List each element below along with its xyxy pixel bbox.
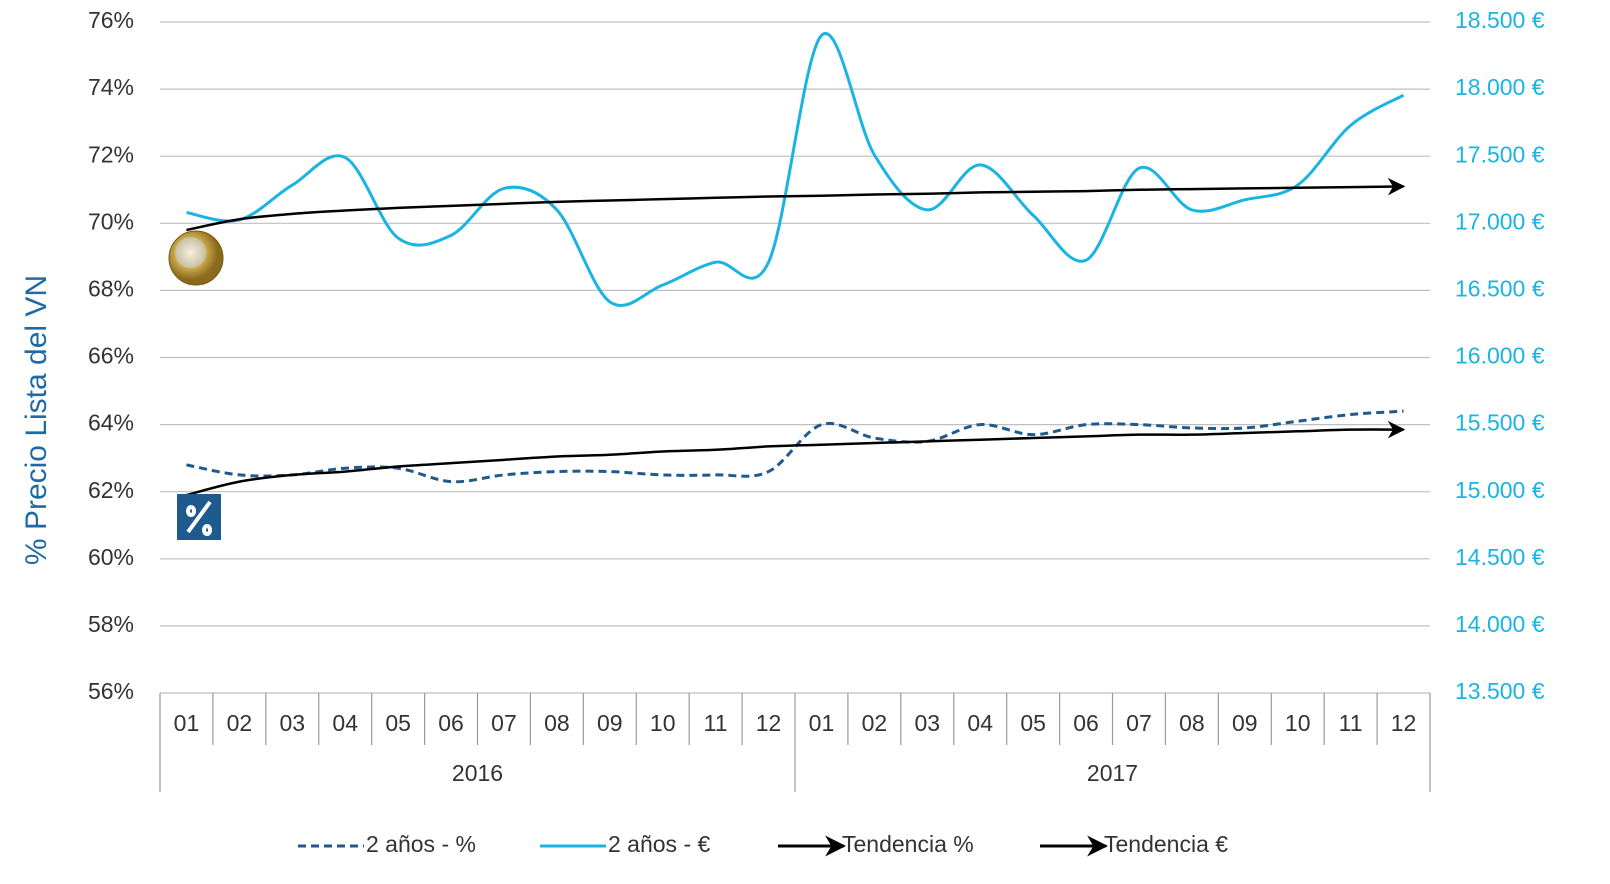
- year-label: 2016: [452, 760, 503, 786]
- y-tick-label: 68%: [88, 275, 134, 301]
- coin-icon: [169, 231, 223, 285]
- x-tick-label: 09: [597, 710, 623, 736]
- y-tick-label: 74%: [88, 74, 134, 100]
- y-tick-label: 58%: [88, 611, 134, 637]
- y2-tick-label: 17.500 €: [1455, 141, 1545, 167]
- x-tick-label: 01: [809, 710, 835, 736]
- y2-tick-label: 16.500 €: [1455, 275, 1545, 301]
- plot: 56% 58% 60% 62% 64% 66% 68% 70% 72% 74% 76% 13.500 …: [88, 7, 1545, 857]
- x-tick-label: 04: [967, 710, 993, 736]
- legend-label: Tendencia %: [842, 831, 974, 857]
- x-tick-label: 07: [491, 710, 517, 736]
- x-tick-label: 06: [438, 710, 464, 736]
- y-tick-label: 64%: [88, 410, 134, 436]
- y-tick-label: 76%: [88, 7, 134, 33]
- y2-tick-label: 17.000 €: [1455, 208, 1545, 234]
- y2-tick-label: 14.000 €: [1455, 611, 1545, 637]
- x-tick-label: 12: [756, 710, 782, 736]
- chart: % Precio Lista del VN 56% 58% 60% 62% 64% 66%…: [0, 0, 1610, 884]
- x-tick-label: 05: [1020, 710, 1046, 736]
- y2-tick-label: 13.500 €: [1455, 678, 1545, 704]
- x-tick-label: 02: [227, 710, 253, 736]
- year-label: 2017: [1087, 760, 1138, 786]
- x-tick-label: 05: [385, 710, 411, 736]
- legend-label: 2 años - %: [366, 831, 476, 857]
- y-tick-label: 62%: [88, 477, 134, 503]
- x-tick-label: 08: [544, 710, 570, 736]
- series-line: [186, 33, 1403, 305]
- x-tick-label: 10: [650, 710, 676, 736]
- y-tick-label: 72%: [88, 141, 134, 167]
- y2-tick-label: 18.500 €: [1455, 7, 1545, 33]
- x-tick-label: 06: [1073, 710, 1099, 736]
- y-tick-label: 56%: [88, 678, 134, 704]
- x-tick-label: 04: [332, 710, 358, 736]
- y2-tick-label: 15.000 €: [1455, 477, 1545, 503]
- y-tick-label: 66%: [88, 343, 134, 369]
- y2-tick-label: 18.000 €: [1455, 74, 1545, 100]
- x-tick-label: 11: [1339, 710, 1363, 736]
- x-tick-label: 03: [279, 710, 305, 736]
- y2-tick-label: 16.000 €: [1455, 343, 1545, 369]
- x-tick-label: 11: [704, 710, 728, 736]
- y-tick-label: 70%: [88, 208, 134, 234]
- y2-tick-label: 15.500 €: [1455, 410, 1545, 436]
- x-tick-label: 08: [1179, 710, 1205, 736]
- x-tick-label: 02: [862, 710, 888, 736]
- y2-tick-label: 14.500 €: [1455, 544, 1545, 570]
- y-tick-label: 60%: [88, 544, 134, 570]
- x-tick-label: 07: [1126, 710, 1152, 736]
- legend-label: 2 años - €: [608, 831, 710, 857]
- series-line: [186, 430, 1403, 496]
- x-tick-label: 09: [1232, 710, 1258, 736]
- y-axis-title: % Precio Lista del VN: [20, 275, 53, 565]
- legend-label: Tendencia €: [1104, 831, 1228, 857]
- x-tick-label: 10: [1285, 710, 1311, 736]
- x-tick-label: 12: [1391, 710, 1417, 736]
- x-tick-label: 03: [914, 710, 940, 736]
- x-tick-label: 01: [174, 710, 200, 736]
